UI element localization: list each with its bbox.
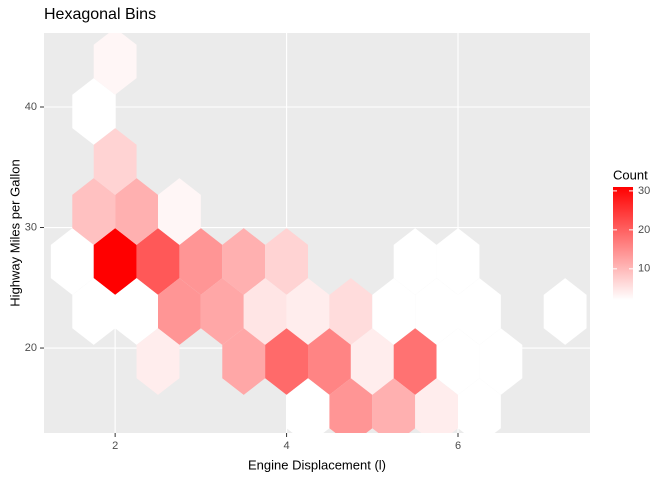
hex-bin [93,128,137,195]
hex-bin [415,278,458,345]
y-tick-label: 40 [25,101,37,113]
chart-title: Hexagonal Bins [44,6,156,23]
hex-bin [93,228,137,295]
axes: 2 4 6 20 30 40 [25,101,461,452]
hex-bin [115,178,158,245]
hex-bin [458,278,501,345]
hex-bin [286,378,330,433]
hex-bin [308,328,351,395]
hex-bin [136,228,180,295]
hex-bin [179,228,223,295]
hexes [50,33,587,433]
hex-bin [372,278,416,345]
hex-bin [72,78,116,145]
hex-bin [372,378,416,433]
hex-bin [393,328,437,395]
hex-bin [136,328,180,395]
hex-bin [72,278,116,345]
hex-bin [265,328,308,395]
hex-bin [436,328,480,395]
hex-bin [50,228,94,295]
y-axis-title: Highway Miles per Gallon [7,159,22,306]
colorbar-tick-label: 30 [638,185,650,197]
hex-bin [200,278,244,345]
colorbar-tick-label: 10 [638,263,650,275]
hex-bin [243,278,287,345]
hex-bin [479,328,523,395]
hex-bin [265,228,308,295]
x-axis-title: Engine Displacement (l) [248,457,386,472]
hex-bin [72,178,116,245]
hex-bin [286,278,330,345]
legend-title: Count [613,167,648,182]
hex-bin [158,178,201,245]
colorbar [613,187,633,300]
hex-bin [115,278,158,345]
hex-bin [436,228,480,295]
hex-bin [393,228,437,295]
hex-bin [93,33,137,95]
legend: Count 10 20 30 [613,167,650,300]
hex-bin [222,228,266,295]
y-tick-label: 20 [25,342,37,354]
x-tick-label: 2 [112,440,118,452]
hex-bin [458,378,501,433]
hex-bin [415,378,458,433]
hex-bin [329,278,373,345]
x-tick-label: 4 [284,440,290,452]
hex-bin [222,328,266,395]
x-tick-label: 6 [455,440,461,452]
hex-bin [543,278,587,345]
y-tick-label: 30 [25,221,37,233]
hex-bin [329,378,373,433]
colorbar-tick-label: 20 [638,224,650,236]
hex-bin [350,328,394,395]
hex-bin [158,278,201,345]
